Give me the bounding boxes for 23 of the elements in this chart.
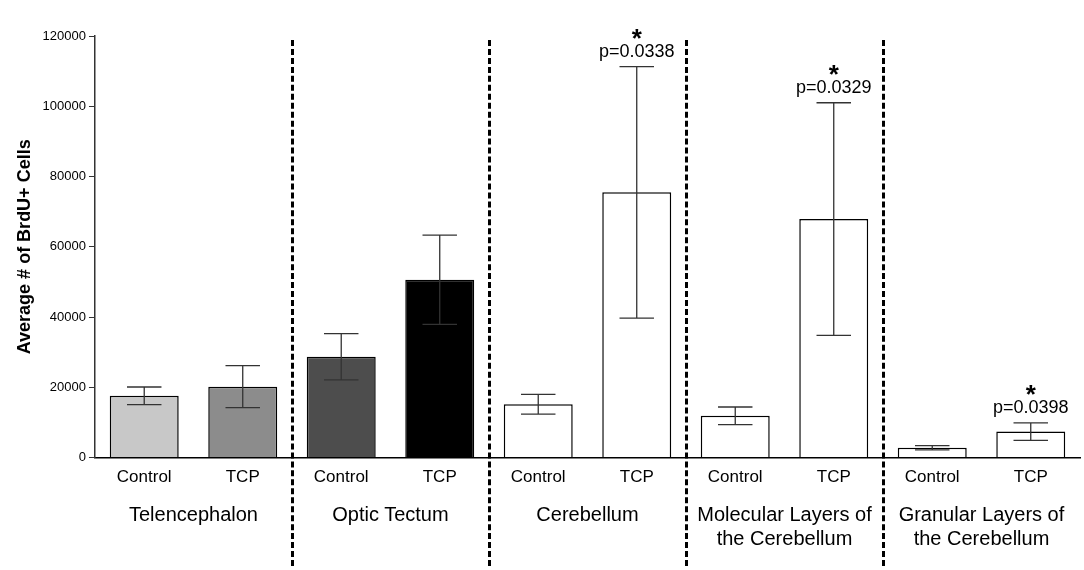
y-tick-label: 40000 <box>49 308 86 324</box>
text: Molecular Layers of the Cerebellum <box>696 501 873 550</box>
x-tick-label: TCP <box>1013 467 1048 487</box>
y-axis-title: Average # of BrdU+ Cells <box>13 139 34 355</box>
x-tick-label: Control <box>904 467 960 487</box>
text: Optic Tectum <box>331 501 450 526</box>
y-tick-label: 0 <box>78 449 86 465</box>
x-tick-label: TCP <box>225 467 260 487</box>
text: Cerebellum <box>535 501 640 526</box>
text: Granular Layers of the Cerebellum <box>897 501 1066 550</box>
x-tick-label: TCP <box>422 467 457 487</box>
x-tick-label: Control <box>707 467 763 487</box>
x-tick-label: Control <box>313 467 369 487</box>
text: Telencephalon <box>127 501 259 526</box>
x-tick-label: TCP <box>816 467 851 487</box>
x-tick-label: TCP <box>619 467 654 487</box>
y-tick-label: 100000 <box>42 97 86 113</box>
y-tick-label: 60000 <box>49 238 86 254</box>
y-tick-label: 120000 <box>42 27 86 43</box>
y-tick-label: 80000 <box>49 168 86 184</box>
y-tick-label: 20000 <box>49 378 86 394</box>
x-tick-label: Control <box>510 467 566 487</box>
x-tick-label: Control <box>116 467 172 487</box>
